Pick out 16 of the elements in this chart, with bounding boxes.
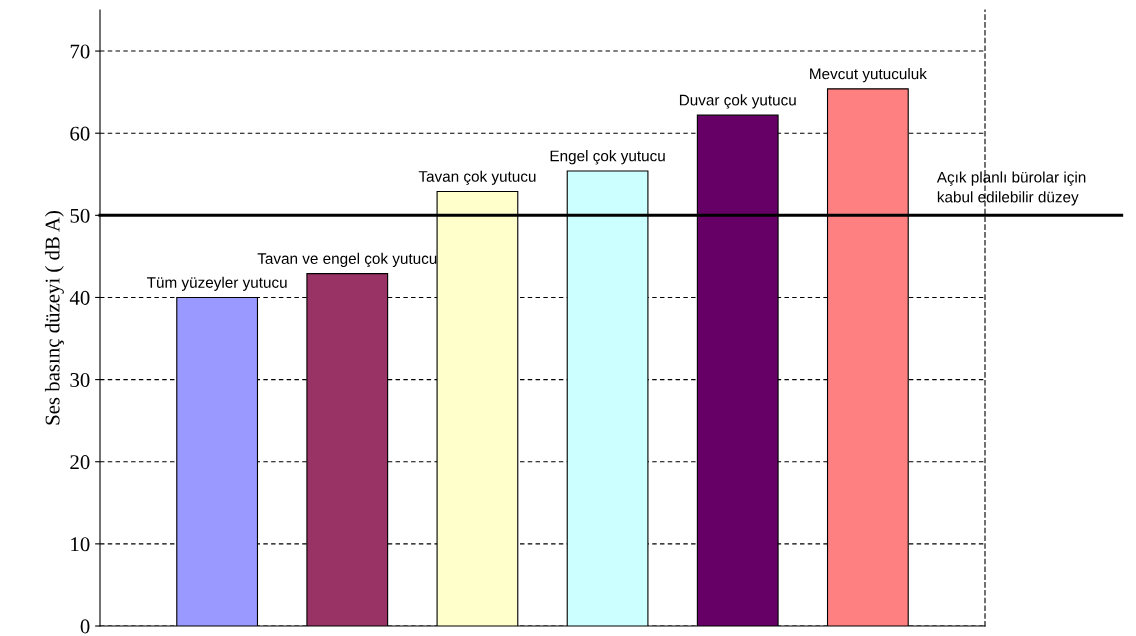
y-tick-label: 10 bbox=[71, 537, 90, 552]
y-tick-label: 60 bbox=[70, 126, 90, 141]
x-tick-label: Tavan çok yutucu bbox=[418, 170, 536, 185]
x-tick-label: Mevcut yutuculuk bbox=[810, 68, 927, 83]
x-tick-label: Tavan ve engel çok yutucu bbox=[257, 252, 437, 268]
y-tick-label: 0 bbox=[80, 619, 90, 634]
x-tick-label: Engel çok yutucu bbox=[550, 150, 665, 165]
y-tick-label: 30 bbox=[70, 372, 90, 388]
y-tick-label: 40 bbox=[69, 290, 90, 305]
x-tick-label: Duvar çok yutucu bbox=[679, 94, 796, 109]
ref-line-label: Açık planlı bürolar için kabul edilebilir düzey bbox=[936, 171, 1086, 206]
x-tick-label: Tüm yüzeyler yutucu bbox=[147, 276, 287, 291]
y-tick-label: 50 bbox=[70, 208, 90, 223]
y-axis-title: Ses basınç düzeyi ( dB A) bbox=[44, 211, 64, 425]
y-tick-label: 70 bbox=[70, 44, 90, 59]
y-tick-label: 20 bbox=[70, 455, 90, 470]
